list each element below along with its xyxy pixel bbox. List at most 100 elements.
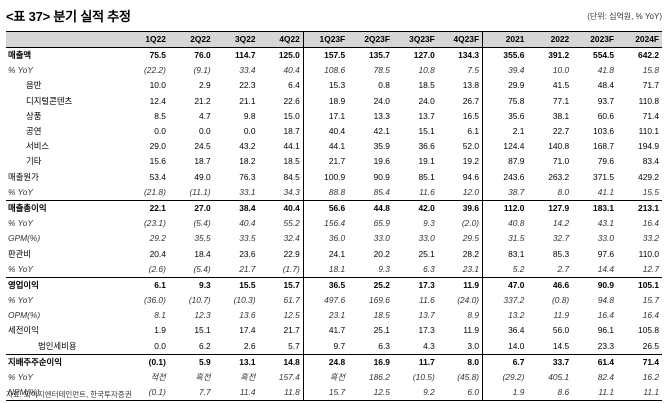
value-cell: 0.0: [154, 340, 166, 351]
value-cell: 흑전: [240, 372, 256, 383]
value-cell: 90.9: [572, 276, 618, 293]
value-cell: 13.7: [418, 310, 435, 321]
value-cell: 15.5: [642, 186, 659, 197]
value-cell: 110.0: [638, 248, 659, 259]
value-cell: 391.2: [548, 50, 570, 61]
value-cell: 6.0: [437, 385, 484, 402]
row-label: OPM(%): [8, 310, 41, 321]
value-cell: 24.0: [373, 95, 390, 106]
value-cell: 14.2: [552, 218, 570, 229]
value-cell: 44.1: [328, 141, 346, 152]
value-cell: 105.1: [617, 276, 662, 293]
value-cell: 4.3: [423, 340, 435, 351]
row-label: NPM(%): [6, 385, 125, 402]
value-cell: 88.8: [328, 186, 346, 197]
value-cell: 18.5: [258, 154, 304, 170]
value-cell: 13.2: [508, 310, 525, 321]
row-label: % YoY: [8, 186, 33, 197]
header-row: 1Q22 2Q22 3Q22 4Q22 1Q23F 2Q23F 3Q23F 4Q23F 2021…: [6, 31, 662, 48]
value-cell: 31.5: [508, 233, 525, 244]
value-cell: 78.5: [373, 65, 390, 76]
row-label: 디지털콘텐츠: [26, 95, 73, 106]
value-cell: 53.4: [149, 171, 166, 182]
value-cell: 140.8: [548, 141, 570, 152]
value-cell: 33.0: [373, 233, 390, 244]
value-cell: 11.7: [392, 353, 438, 370]
value-cell: 20.4: [149, 248, 166, 259]
value-cell: 94.6: [437, 169, 484, 185]
table-row: NPM(%) (0.1) 7.7 11.4 11.8 15.7 12.5 9.2 6.0 1.9 8…: [6, 385, 662, 402]
value-cell: (0.8): [551, 295, 570, 306]
value-cell: 112.0: [482, 199, 528, 217]
value-cell: 12.7: [642, 263, 659, 274]
table-row: 매출원가 53.4 49.0 76.3 84.5 100.9 90.9 85.1 94.6 243…: [6, 169, 662, 185]
value-cell: 355.6: [503, 50, 525, 61]
value-cell: 6.1: [124, 276, 169, 293]
value-cell: 9.7: [333, 340, 346, 351]
row-label: 매출액: [8, 50, 32, 61]
header-cell: 1Q22: [124, 31, 169, 48]
row-label: 공연: [26, 126, 42, 137]
value-cell: (9.1): [193, 65, 211, 76]
value-cell: 6.7: [482, 353, 528, 370]
value-cell: 11.1: [617, 385, 662, 402]
value-cell: 1.9: [154, 325, 166, 336]
value-cell: 429.2: [638, 171, 659, 182]
value-cell: 168.7: [593, 141, 615, 152]
value-cell: (0.1): [124, 353, 169, 370]
value-cell: 93.7: [597, 95, 615, 106]
value-cell: 43.1: [597, 218, 615, 229]
value-cell: 44.8: [348, 199, 393, 217]
row-label: 상품: [26, 110, 42, 121]
header-cell: 3Q23F: [392, 31, 438, 48]
value-cell: 16.9: [348, 353, 393, 370]
row-label: % YoY: [8, 263, 33, 274]
value-cell: 22.6: [258, 93, 304, 109]
value-cell: (10.3): [233, 295, 256, 306]
value-cell: 169.6: [368, 295, 390, 306]
table-title: <표 37> 분기 실적 추정: [6, 9, 131, 24]
value-cell: 29.5: [437, 231, 484, 247]
value-cell: 55.2: [258, 216, 304, 232]
value-cell: 39.6: [437, 199, 484, 217]
table-row: % YoY (22.2) (9.1) 33.4 40.4 108.6 78.5 10.8 7.5…: [6, 63, 662, 79]
value-cell: (22.2): [144, 65, 166, 76]
value-cell: 6.2: [199, 340, 211, 351]
value-cell: 47.0: [482, 276, 528, 293]
table-row: % YoY 적전 흑전 흑전 157.4 흑전 186.2 (10.5) (45.8) (29.2…: [6, 369, 662, 386]
row-label: 지배주주순이익: [6, 353, 125, 370]
value-cell: 17.3: [392, 276, 438, 293]
value-cell: 49.0: [194, 171, 211, 182]
header-cell: 2024F: [617, 31, 662, 48]
value-cell: 114.7: [235, 50, 256, 61]
value-cell: 337.2: [503, 295, 525, 306]
value-cell: 40.4: [328, 126, 346, 137]
value-cell: 85.3: [552, 248, 570, 259]
value-cell: 13.6: [239, 310, 256, 321]
value-cell: 36.6: [418, 141, 435, 152]
table-row: 서비스 29.0 24.5 43.2 44.1 44.1 35.9 36.6 52.0 124.4…: [6, 139, 662, 155]
value-cell: 16.4: [642, 310, 659, 321]
value-cell: 33.0: [597, 233, 615, 244]
value-cell: 213.1: [617, 199, 662, 217]
value-cell: (1.7): [258, 261, 304, 278]
value-cell: 13.7: [418, 110, 435, 121]
table-row: % YoY (23.1) (5.4) 40.4 55.2 156.4 65.9 9.3 (2.0…: [6, 216, 662, 232]
value-cell: 15.6: [149, 156, 166, 167]
table-row: % YoY (36.0) (10.7) (10.3) 61.7 497.6 169.6 11.…: [6, 293, 662, 309]
value-cell: 26.5: [642, 340, 659, 351]
value-cell: (0.1): [124, 385, 169, 402]
value-cell: 32.4: [258, 231, 304, 247]
value-cell: 134.3: [437, 47, 484, 64]
value-cell: 13.3: [373, 110, 390, 121]
value-cell: 흑전: [329, 372, 346, 383]
value-cell: 27.0: [168, 199, 214, 217]
value-cell: 243.6: [503, 171, 525, 182]
value-cell: 15.1: [194, 325, 211, 336]
value-cell: 371.5: [593, 171, 615, 182]
value-cell: 23.1: [328, 310, 346, 321]
table-row: 음반 10.0 2.9 22.3 6.4 15.3 0.8 18.5 13.8 29.9 41.5 4…: [6, 78, 662, 94]
value-cell: (36.0): [144, 295, 166, 306]
value-cell: 8.5: [154, 110, 166, 121]
value-cell: 5.2: [512, 263, 525, 274]
